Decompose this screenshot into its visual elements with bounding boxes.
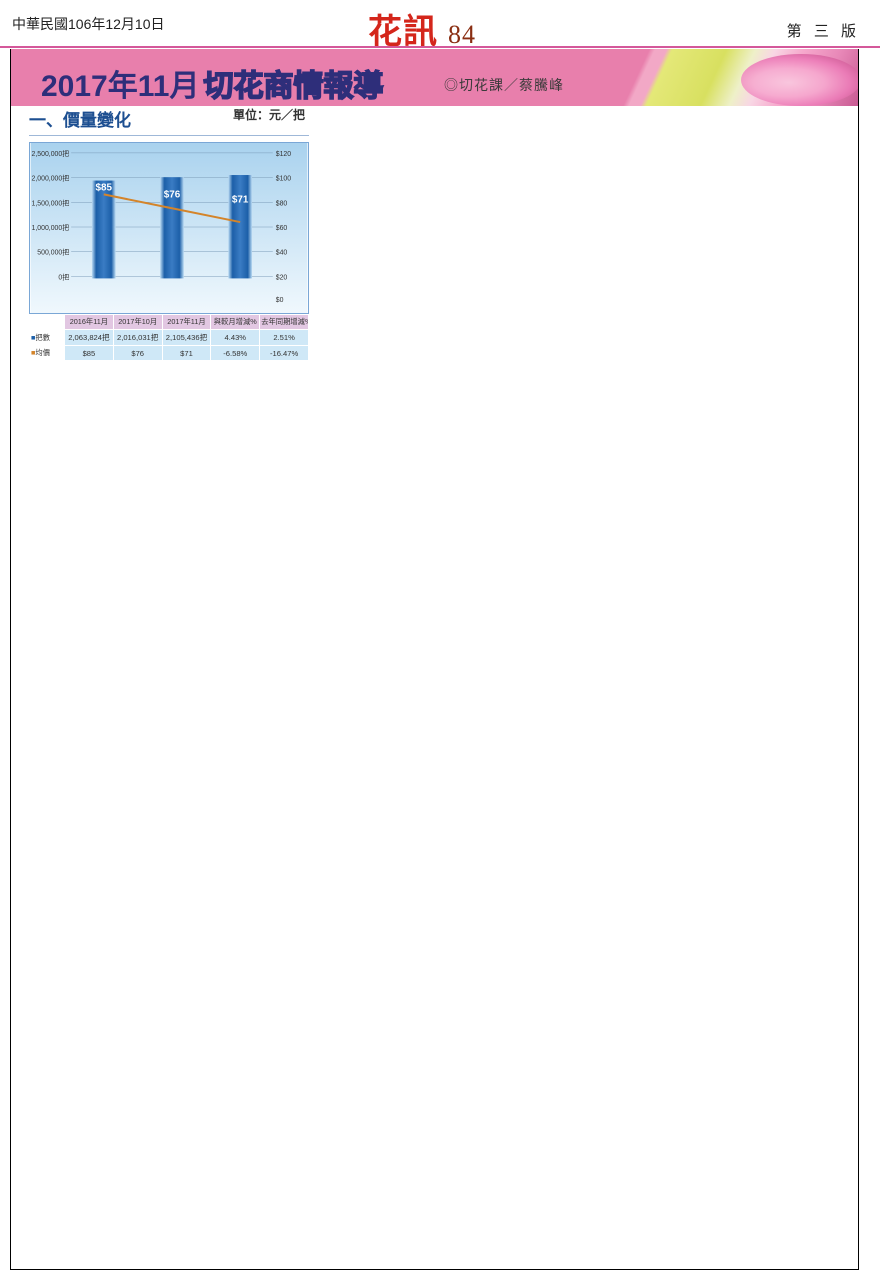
svg-text:1,000,000把: 1,000,000把 [32,223,70,232]
svg-text:$120: $120 [276,151,292,158]
svg-text:2,500,000把: 2,500,000把 [32,149,70,158]
svg-text:0把: 0把 [58,272,69,281]
svg-text:$100: $100 [276,176,292,183]
svg-text:1,500,000把: 1,500,000把 [32,198,70,207]
svg-text:$40: $40 [276,250,288,257]
svg-text:$80: $80 [276,200,288,207]
svg-text:500,000把: 500,000把 [37,248,69,257]
svg-text:$71: $71 [232,194,249,205]
svg-text:$20: $20 [276,274,288,281]
svg-text:$60: $60 [276,225,288,232]
svg-text:$76: $76 [164,189,181,200]
svg-text:2,000,000把: 2,000,000把 [32,174,70,183]
svg-text:$0: $0 [276,297,284,304]
svg-text:$85: $85 [96,182,113,193]
